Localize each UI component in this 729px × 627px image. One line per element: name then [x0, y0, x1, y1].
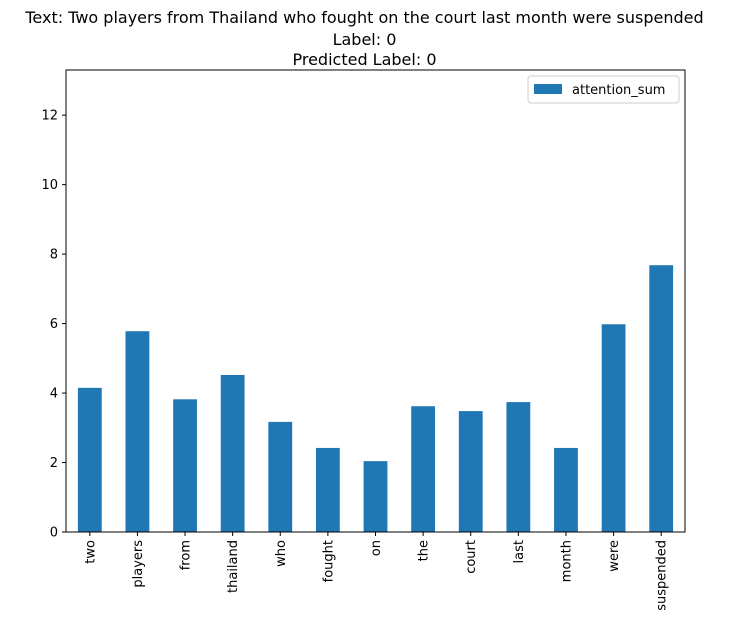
x-tick-label: who — [274, 540, 289, 567]
plot-frame — [65, 69, 686, 533]
bar-from — [173, 399, 197, 532]
bar-suspended — [649, 265, 674, 532]
x-tick-label: fought — [321, 540, 336, 582]
legend-swatch — [534, 84, 562, 94]
y-tick-label: 0 — [50, 526, 58, 541]
y-tick-label: 10 — [41, 178, 58, 193]
x-tick-label: court — [464, 540, 479, 574]
bars-group — [77, 265, 674, 532]
bar-fought — [315, 447, 340, 532]
chart-title-predicted-label: Predicted Label: 0 — [292, 50, 437, 69]
chart-title-label: Label: 0 — [332, 30, 397, 49]
x-tick-label: on — [369, 540, 384, 556]
x-tick-label: suspended — [655, 540, 670, 611]
y-tick-label: 8 — [50, 248, 58, 263]
y-tick-label: 2 — [50, 456, 58, 471]
bar-who — [268, 421, 293, 532]
chart-title-text: Text: Two players from Thailand who foug… — [25, 8, 704, 27]
y-tick-label: 4 — [50, 387, 58, 402]
bar-court — [458, 411, 483, 532]
bar-on — [363, 461, 388, 532]
y-axis: 0 2 4 6 8 10 12 — [41, 109, 66, 541]
bar-thailand — [220, 374, 245, 532]
y-tick-label: 6 — [50, 317, 58, 332]
bar-two — [77, 387, 102, 532]
bar-were — [601, 324, 626, 532]
y-tick-label: 12 — [41, 109, 58, 124]
x-axis: two players from thailand who fought on the cour… — [83, 532, 670, 611]
bar-month — [554, 447, 578, 532]
x-tick-label: the — [417, 540, 432, 561]
legend-label: attention_sum — [572, 83, 665, 98]
bar-last — [506, 402, 531, 532]
bar-the — [411, 406, 436, 532]
x-tick-label: month — [559, 540, 574, 582]
bar-players — [125, 331, 150, 532]
x-tick-label: were — [607, 540, 622, 572]
x-tick-label: players — [131, 540, 146, 588]
legend-box — [527, 75, 680, 104]
x-tick-label: from — [179, 540, 194, 570]
x-tick-label: last — [512, 540, 527, 563]
legend: attention_sum — [527, 75, 680, 104]
x-tick-label: thailand — [226, 540, 241, 593]
x-tick-label: two — [83, 540, 98, 564]
